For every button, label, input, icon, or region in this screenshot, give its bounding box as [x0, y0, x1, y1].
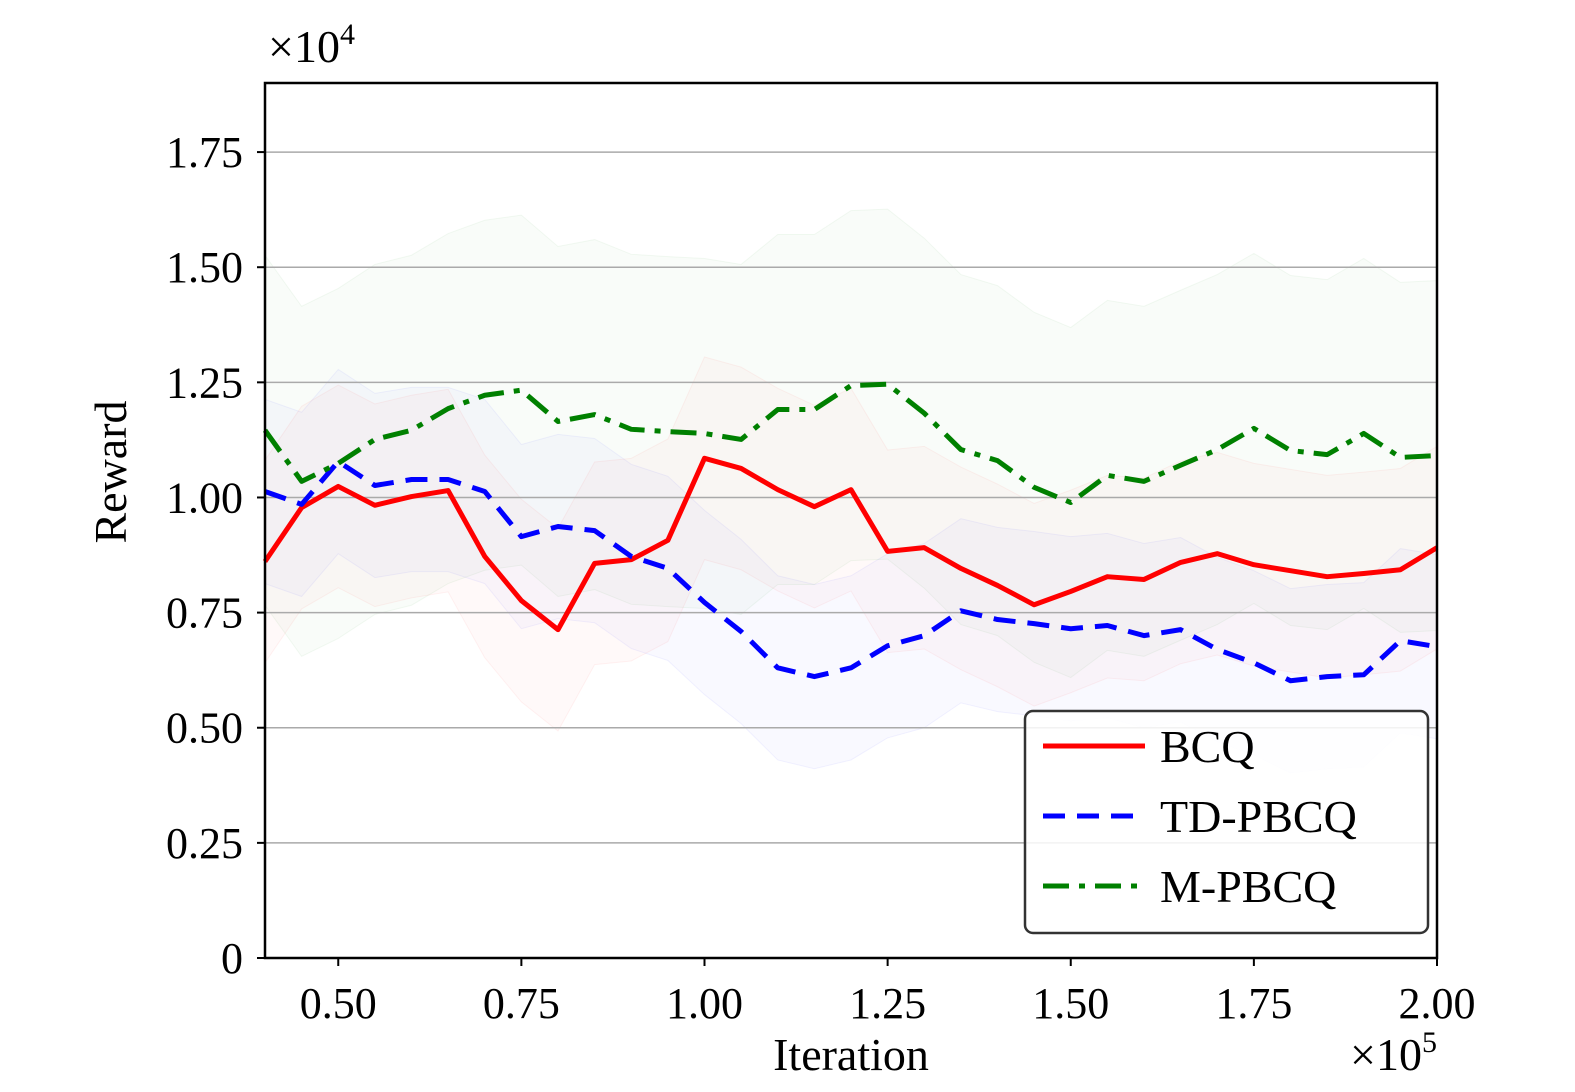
y-tick-label: 0.50 — [166, 704, 243, 753]
legend-label: M-PBCQ — [1160, 861, 1336, 912]
series-line-m-pbcq — [262, 381, 1438, 506]
series-lines — [262, 381, 1439, 684]
y-tick-label: 1.75 — [166, 128, 243, 177]
legend-box — [1023, 709, 1430, 935]
x-tick-label: 0.50 — [300, 979, 377, 1028]
legend-label: TD-PBCQ — [1160, 791, 1357, 842]
y-tick-label: 0 — [221, 934, 243, 983]
x-tick-label: 1.75 — [1215, 979, 1292, 1028]
x-tick-label: 1.25 — [849, 979, 926, 1028]
y-axis-label: Reward — [85, 400, 136, 543]
x-tick-label: 0.75 — [483, 979, 560, 1028]
legend-label: BCQ — [1160, 721, 1255, 772]
series-line-bcq — [262, 455, 1439, 633]
legend: BCQ TD-PBCQ M-PBCQ — [1023, 709, 1430, 935]
x-tick-label: 1.00 — [666, 979, 743, 1028]
y-multiplier: ×104 — [268, 18, 355, 72]
y-tick-label: 1.00 — [166, 473, 243, 522]
y-tick-label: 0.25 — [166, 819, 243, 868]
y-tick-label: 0.75 — [166, 589, 243, 638]
y-ticks: 0 0.25 0.50 0.75 1.00 1.25 1.50 1.75 — [166, 128, 265, 983]
x-axis-label: Iteration — [773, 1029, 929, 1080]
series-line-td-pbcq — [264, 459, 1438, 684]
x-tick-label: 1.50 — [1032, 979, 1109, 1028]
x-tick-label: 2.00 — [1399, 979, 1476, 1028]
plot-frame — [263, 81, 1439, 960]
x-ticks: 0.50 0.75 1.00 1.25 1.50 1.75 2.00 — [300, 958, 1476, 1028]
x-multiplier: ×105 — [1350, 1026, 1437, 1080]
y-tick-label: 1.25 — [166, 358, 243, 407]
y-tick-label: 1.50 — [166, 243, 243, 292]
